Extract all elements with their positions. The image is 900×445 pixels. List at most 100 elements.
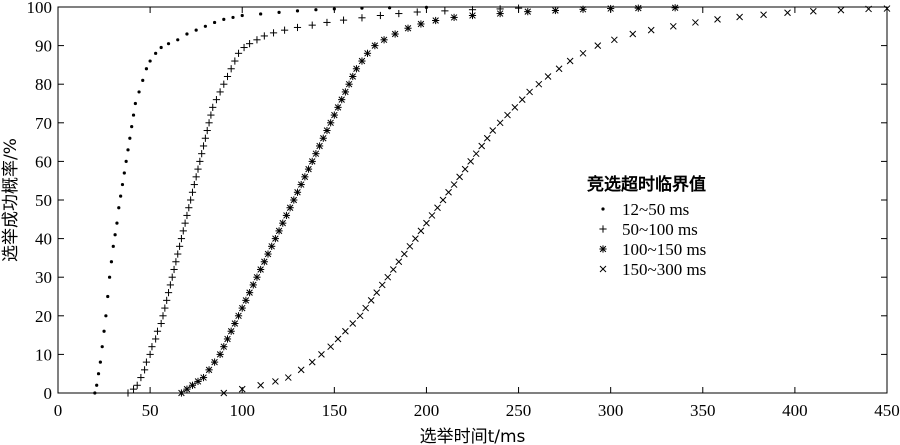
data-point: [308, 157, 316, 165]
data-point: [607, 4, 615, 13]
data-point: [295, 9, 300, 13]
data-point: [736, 13, 743, 21]
data-point: [504, 111, 511, 119]
data-point: [526, 88, 533, 96]
data-point: [216, 88, 224, 96]
x-tick-label: 200: [414, 401, 440, 420]
data-point: [323, 126, 331, 135]
data-point: [257, 265, 265, 274]
data-point: [113, 233, 117, 237]
data-point: [293, 23, 302, 32]
data-point: [629, 30, 637, 38]
data-point: [185, 32, 189, 36]
y-tick-label: 40: [35, 230, 52, 249]
y-tick-label: 0: [44, 384, 53, 403]
data-point: [352, 65, 361, 73]
data-point: [496, 119, 504, 127]
y-tick-label: 90: [35, 37, 52, 56]
data-point: [148, 343, 156, 351]
data-point: [339, 16, 348, 24]
data-point: [362, 304, 370, 312]
data-point: [297, 366, 305, 374]
data-point: [128, 136, 132, 140]
data-point: [109, 260, 114, 264]
data-point: [271, 235, 279, 243]
data-point: [140, 366, 149, 374]
data-point: [177, 235, 186, 243]
data-point: [122, 171, 126, 175]
data-point: [196, 157, 204, 165]
data-point: [260, 258, 268, 266]
data-point: [141, 78, 145, 82]
data-point: [240, 43, 248, 52]
x-tick-label: 150: [322, 401, 348, 420]
data-point: [413, 8, 421, 16]
data-point: [210, 358, 219, 366]
data-point: [714, 15, 721, 23]
data-point: [124, 159, 128, 163]
data-point: [669, 22, 677, 30]
data-point: [199, 142, 208, 150]
data-point: [544, 73, 552, 80]
data-point: [231, 319, 239, 328]
data-point: [119, 194, 123, 198]
data-point: [146, 350, 154, 358]
x-tick-label: 450: [874, 401, 900, 420]
data-point: [201, 134, 209, 142]
data-point: [245, 40, 254, 48]
y-tick-label: 30: [35, 268, 52, 287]
data-point: [249, 281, 257, 289]
data-point: [450, 181, 458, 188]
y-tick-label: 100: [27, 0, 53, 17]
data-point: [216, 350, 224, 358]
data-point: [126, 148, 130, 152]
data-point: [456, 173, 463, 181]
data-point: [111, 244, 115, 248]
y-axis: 0 10 20 30 40 50 60 70 80 90 100: [27, 0, 887, 403]
data-point: [220, 80, 228, 88]
data-point: [332, 7, 336, 11]
data-point: [192, 173, 200, 181]
series-3: [177, 4, 679, 397]
data-point: [212, 96, 221, 104]
data-point: [468, 11, 477, 20]
data-point: [883, 5, 891, 12]
data-point: [380, 36, 388, 44]
data-point: [388, 6, 392, 10]
data-point: [312, 150, 320, 158]
x-tick-label: 0: [54, 401, 63, 420]
data-point: [257, 381, 264, 389]
data-point: [220, 389, 228, 397]
data-point: [360, 6, 364, 10]
data-point: [240, 13, 244, 18]
data-point: [384, 273, 392, 281]
data-point: [137, 373, 145, 382]
data-point: [404, 24, 412, 32]
data-point: [187, 196, 195, 204]
x-tick-label: 50: [142, 401, 159, 420]
data-point: [205, 119, 213, 127]
data-point: [227, 65, 235, 73]
series-2: [124, 4, 523, 397]
data-point: [238, 385, 246, 393]
data-point: [133, 101, 137, 106]
data-point: [161, 304, 169, 312]
legend-marker: [599, 245, 607, 253]
data-point: [223, 72, 232, 81]
data-point: [334, 335, 342, 343]
x-tick-label: 400: [782, 401, 808, 420]
data-point: [579, 49, 587, 57]
data-point: [177, 389, 186, 397]
data-point: [168, 273, 176, 281]
data-point: [395, 258, 403, 266]
x-axis-label: 选举时间t/ms: [420, 427, 526, 445]
x-tick-label: 300: [598, 401, 624, 420]
data-point: [179, 227, 187, 235]
data-point: [159, 312, 167, 320]
data-point: [634, 4, 642, 12]
data-point: [185, 204, 193, 212]
data-point: [181, 219, 189, 227]
data-point: [227, 327, 235, 335]
data-point: [314, 8, 318, 12]
